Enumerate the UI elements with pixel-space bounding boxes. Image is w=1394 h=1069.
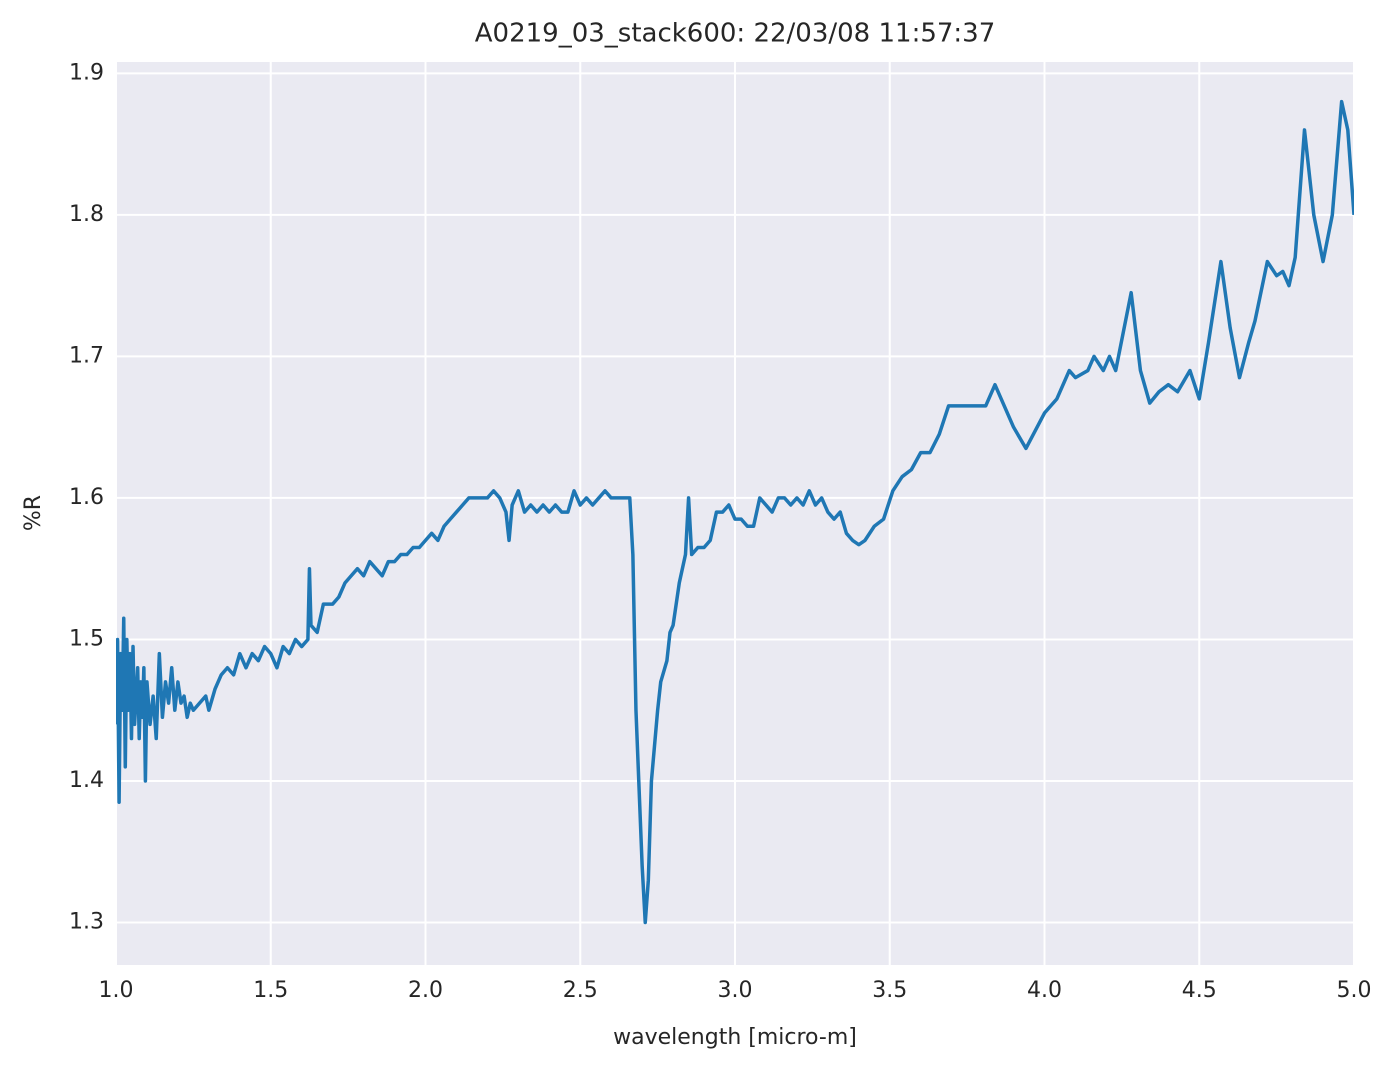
x-tick-label: 4.0	[1027, 978, 1062, 1003]
y-tick-label: 1.4	[69, 768, 104, 793]
x-tick-label: 2.5	[563, 978, 598, 1003]
x-tick-label: 3.0	[718, 978, 753, 1003]
x-tick-label: 3.5	[872, 978, 907, 1003]
y-tick-label: 1.7	[69, 343, 104, 368]
x-tick-label: 1.0	[99, 978, 134, 1003]
y-tick-label: 1.6	[69, 485, 104, 510]
y-tick-label: 1.9	[69, 60, 104, 85]
y-tick-label: 1.8	[69, 202, 104, 227]
chart-title: A0219_03_stack600: 22/03/08 11:57:37	[475, 19, 996, 49]
x-tick-label: 4.5	[1182, 978, 1217, 1003]
y-tick-label: 1.3	[69, 910, 104, 935]
x-tick-label: 1.5	[253, 978, 288, 1003]
x-tick-label: 5.0	[1337, 978, 1372, 1003]
x-tick-label: 2.0	[408, 978, 443, 1003]
y-axis-label: %R	[21, 495, 46, 531]
x-axis-label: wavelength [micro-m]	[613, 1025, 857, 1050]
y-tick-label: 1.5	[69, 626, 104, 651]
line-series	[116, 99, 1354, 925]
